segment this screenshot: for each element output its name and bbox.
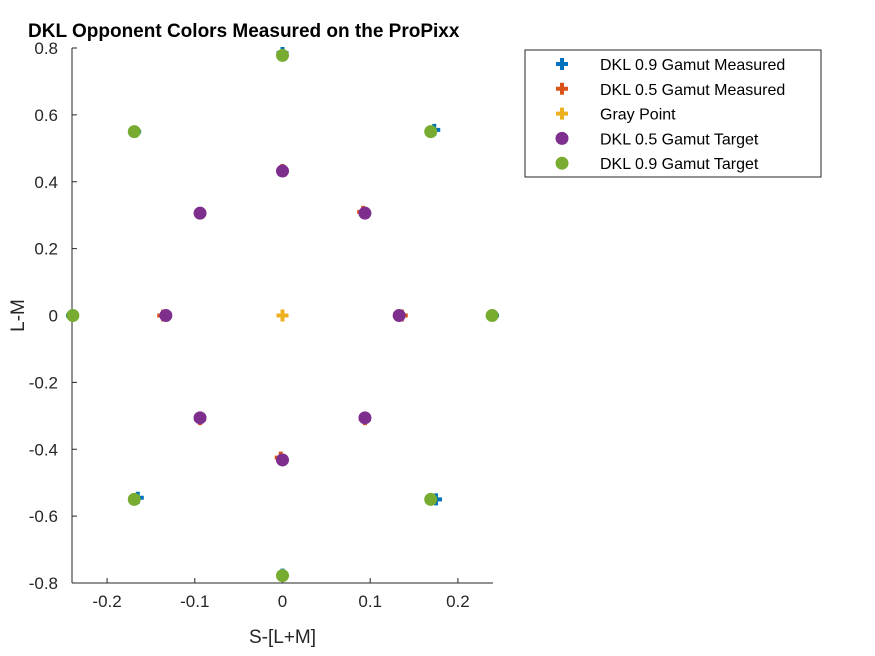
x-tick-label: -0.1 <box>180 592 209 611</box>
y-tick-label: -0.6 <box>29 507 58 526</box>
y-tick-label: 0 <box>49 307 58 326</box>
legend-label: Gray Point <box>600 107 676 124</box>
x-tick-label: -0.2 <box>92 592 121 611</box>
y-tick-label: -0.2 <box>29 373 58 392</box>
y-tick-label: 0.2 <box>34 240 58 259</box>
legend-marker-plus-marker <box>556 107 568 120</box>
legend-label: DKL 0.5 Gamut Target <box>600 131 759 148</box>
data-point-series-5 <box>485 309 499 322</box>
data-point-series-5 <box>127 125 141 139</box>
data-point-series-4 <box>276 453 289 467</box>
y-axis-label: L-M <box>8 299 29 332</box>
legend-label: DKL 0.9 Gamut Target <box>600 156 759 173</box>
x-tick-label: 0.1 <box>358 592 382 611</box>
x-axis-label: S-[L+M] <box>249 627 316 648</box>
legend-marker-plus-marker <box>556 58 568 70</box>
legend-label: DKL 0.5 Gamut Measured <box>600 82 785 99</box>
data-point-series-4 <box>392 309 406 322</box>
data-point-series-3 <box>276 309 289 322</box>
legend-marker-plus-marker <box>556 82 568 95</box>
data-point-series-4 <box>193 206 207 220</box>
legend-marker-circle-marker <box>555 156 569 170</box>
x-tick-label: 0.2 <box>446 592 470 611</box>
data-point-series-5 <box>66 309 80 322</box>
y-tick-label: -0.8 <box>29 574 58 593</box>
x-tick-label: 0 <box>278 592 287 611</box>
data-point-series-4 <box>358 411 372 425</box>
data-point-series-5 <box>276 569 289 583</box>
data-point-series-4 <box>358 206 372 220</box>
legend-label: DKL 0.9 Gamut Measured <box>600 57 785 74</box>
data-point-series-5 <box>276 48 289 62</box>
chart-title: DKL Opponent Colors Measured on the ProP… <box>28 21 460 42</box>
legend-marker-circle-marker <box>555 131 569 145</box>
data-marks <box>66 47 499 583</box>
legend[interactable]: DKL 0.9 Gamut Measured DKL 0.5 Gamut Meas… <box>524 49 822 178</box>
legend-box <box>524 49 822 178</box>
axes-layer: -0.2 -0.1 0 0.1 0.2 -0.8 -0.6 -0.4 -0.2 0 0.2 0.4 0.… <box>29 39 493 611</box>
y-tick-label: -0.4 <box>29 440 58 459</box>
data-point-series-4 <box>193 411 207 425</box>
y-tick-label: 0.6 <box>34 106 58 125</box>
data-point-series-5 <box>424 125 438 139</box>
data-point-series-5 <box>127 492 141 506</box>
y-tick-label: 0.4 <box>34 173 58 192</box>
data-point-series-5 <box>424 492 438 506</box>
data-point-series-4 <box>276 164 289 178</box>
data-point-series-4 <box>159 309 173 322</box>
y-tick-label: 0.8 <box>34 39 58 58</box>
